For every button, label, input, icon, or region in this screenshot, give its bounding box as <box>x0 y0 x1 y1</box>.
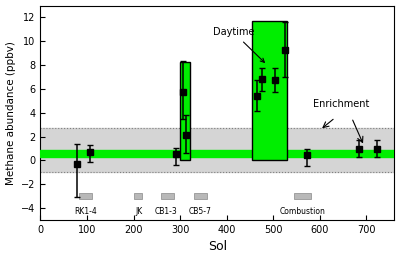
Bar <box>78 193 92 199</box>
Text: Combustion: Combustion <box>279 207 325 216</box>
Bar <box>294 193 310 199</box>
X-axis label: Sol: Sol <box>208 240 227 254</box>
Text: CB5-7: CB5-7 <box>188 207 211 216</box>
Bar <box>160 193 174 199</box>
Text: CB1-3: CB1-3 <box>155 207 178 216</box>
Bar <box>252 21 287 161</box>
Text: Daytime: Daytime <box>213 27 264 62</box>
Bar <box>134 193 142 199</box>
Bar <box>40 128 394 172</box>
Y-axis label: Methane abundance (ppbv): Methane abundance (ppbv) <box>6 41 16 185</box>
Text: Enrichment: Enrichment <box>313 99 369 109</box>
Text: JK: JK <box>135 207 142 216</box>
Bar <box>40 150 394 157</box>
Text: RK1-4: RK1-4 <box>74 207 97 216</box>
Bar <box>180 62 190 161</box>
Bar <box>194 193 207 199</box>
